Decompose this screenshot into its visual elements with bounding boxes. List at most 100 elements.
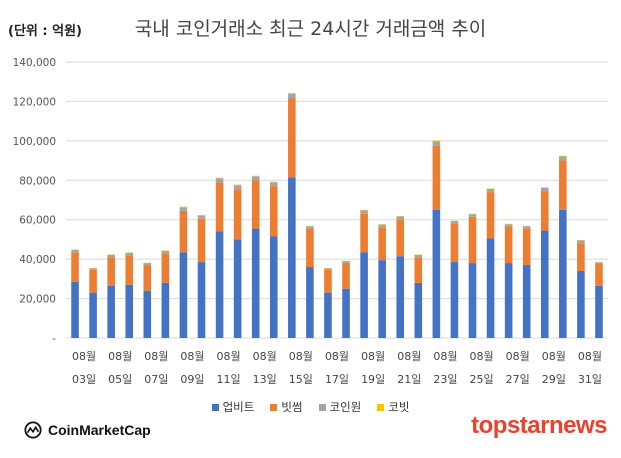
bar-segment — [125, 284, 134, 338]
bar-segment — [504, 226, 513, 264]
bar-segment — [197, 215, 206, 219]
bar-segment — [559, 160, 567, 210]
bar-segment — [342, 288, 350, 338]
x-tick-label-month: 08월 — [578, 350, 602, 363]
bar-segment — [486, 188, 495, 193]
legend-swatch — [270, 403, 278, 411]
bar-segment — [414, 255, 423, 258]
x-tick-label-month: 08월 — [433, 350, 457, 363]
legend-label: 코빗 — [388, 400, 410, 414]
x-tick-label-day: 13일 — [253, 372, 277, 386]
y-tick-label: 120,000 — [13, 96, 56, 108]
x-tick-label-month: 08월 — [72, 350, 96, 363]
bar-segment — [179, 207, 188, 211]
bar-segment — [161, 282, 170, 338]
bar-segment — [125, 252, 134, 256]
legend-item-bithumb: 빗썸 — [270, 399, 303, 415]
bar-segment — [215, 178, 224, 183]
bar-segment — [360, 213, 368, 253]
x-tick-label-month: 08월 — [253, 350, 277, 363]
bar-segment — [432, 141, 441, 146]
bar-segment — [450, 223, 459, 263]
bar-segment — [306, 226, 314, 229]
x-tick-label-month: 08월 — [397, 350, 421, 363]
x-tick-label-month: 08월 — [108, 350, 132, 363]
bar-segment — [342, 263, 350, 289]
x-tick-label-month: 08월 — [325, 350, 349, 363]
legend-label: 코인원 — [329, 400, 362, 414]
bar-segment — [107, 285, 115, 338]
bar-segment — [378, 224, 386, 228]
bar-segment — [396, 219, 405, 257]
bar-segment — [468, 216, 477, 264]
legend-swatch — [377, 403, 385, 411]
bar-segment — [233, 184, 242, 186]
bar-segment — [269, 181, 278, 183]
bar-segment — [251, 175, 260, 177]
bar-segment — [396, 216, 405, 220]
bar-segment — [432, 140, 441, 142]
coinmarketcap-icon — [24, 421, 42, 439]
legend-swatch — [318, 403, 326, 411]
bar-segment — [71, 281, 79, 338]
bar-segment — [324, 268, 332, 270]
coinmarketcap-text: CoinMarketCap — [48, 422, 151, 438]
chart-title: 국내 코인거래소 최근 24시간 거래금액 추이 — [134, 18, 487, 40]
x-tick-label-day: 11일 — [217, 372, 241, 386]
bar-segment — [306, 228, 314, 268]
bar-segment — [450, 221, 459, 224]
y-tick-label: 100,000 — [13, 136, 56, 148]
bar-segment — [269, 182, 278, 187]
bar-segment — [71, 249, 79, 253]
x-tick-label-day: 05일 — [108, 372, 132, 386]
bar-segment — [161, 250, 170, 254]
bar-segment — [215, 182, 224, 232]
bars — [71, 93, 603, 338]
bar-segment — [378, 260, 386, 338]
bar-segment — [324, 292, 332, 338]
bar-segment — [486, 238, 495, 338]
topstarnews-logo: topstarnews — [471, 412, 607, 439]
bar-segment — [89, 268, 97, 270]
bar-segment — [161, 253, 170, 283]
bar-segment — [559, 155, 567, 157]
bar-segment — [595, 262, 603, 265]
bar-segment — [89, 269, 97, 293]
y-tick-label: 20,000 — [19, 294, 56, 306]
grid-lines — [66, 61, 608, 339]
bar-segment — [432, 145, 441, 210]
bar-segment — [251, 176, 260, 181]
x-axis-tick-labels: 08월 03일 08월 05일 08월 07일 08월 09일 08월 11일 08월 13일 08월 1… — [72, 350, 602, 386]
x-tick-label-month: 08월 — [469, 350, 493, 363]
bar-segment — [251, 228, 260, 338]
x-tick-label-month: 08월 — [361, 350, 385, 363]
bar-segment — [215, 177, 224, 179]
legend: 업비트 빗썸 코인원 코빗 — [0, 399, 621, 415]
legend-label: 업비트 — [222, 400, 255, 414]
coinmarketcap-logo: CoinMarketCap — [24, 421, 151, 439]
bar-segment — [143, 265, 152, 291]
y-tick-label: 80,000 — [19, 175, 56, 187]
bar-segment — [414, 257, 423, 283]
bar-segment — [540, 191, 549, 231]
unit-label: (단위 : 억원) — [8, 24, 82, 39]
bar-segment — [559, 209, 567, 338]
x-tick-label-day: 25일 — [469, 372, 493, 386]
bar-segment — [577, 240, 585, 244]
bar-segment — [360, 252, 368, 338]
bar-segment — [71, 252, 79, 282]
x-tick-label-day: 27일 — [506, 372, 530, 386]
x-tick-label-day: 03일 — [72, 372, 96, 386]
bar-segment — [233, 185, 242, 190]
bar-segment — [324, 269, 332, 293]
bar-segment — [577, 270, 585, 338]
bar-segment — [540, 187, 549, 192]
bar-segment — [577, 243, 585, 271]
x-tick-label-day: 31일 — [578, 372, 602, 386]
bar-segment — [233, 189, 242, 240]
bar-segment — [233, 239, 242, 338]
bar-segment — [595, 285, 603, 338]
legend-item-korbit: 코빗 — [377, 399, 409, 415]
bar-segment — [125, 255, 134, 285]
